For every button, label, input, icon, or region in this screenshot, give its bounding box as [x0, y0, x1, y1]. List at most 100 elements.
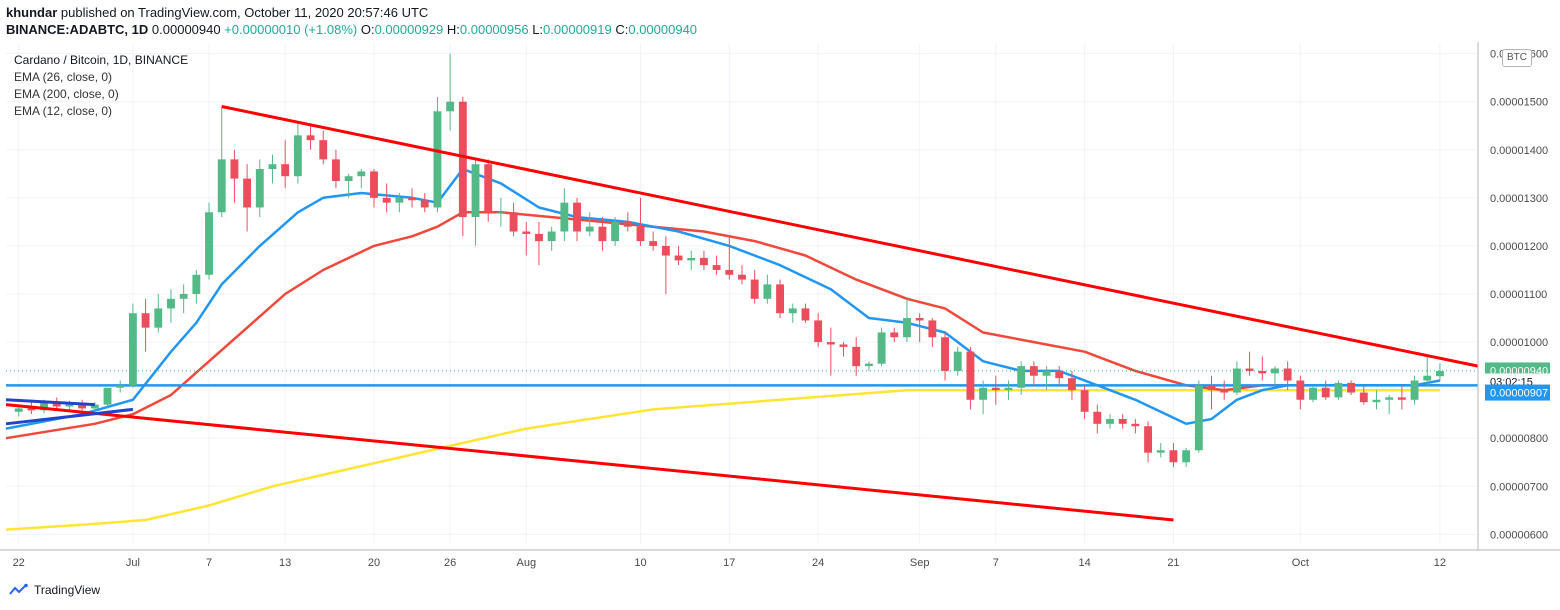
footer-brand[interactable]: TradingView — [8, 583, 100, 597]
candle-up — [1334, 382, 1343, 398]
candle-down — [636, 226, 645, 242]
publisher-name[interactable]: khundar — [6, 5, 58, 20]
candle-up — [14, 408, 23, 412]
brand-label: TradingView — [34, 583, 101, 597]
candle-up — [1004, 387, 1013, 391]
candle-down — [522, 231, 531, 234]
trend-line-wedge-top — [5, 398, 95, 407]
candle-down — [966, 351, 975, 400]
candle-down — [1321, 387, 1330, 398]
axes: 0.000006000.000007000.000008000.00000900… — [0, 42, 1560, 569]
candle-down — [738, 274, 746, 280]
candle-up — [979, 387, 988, 400]
y-tick-label: 0.00001200 — [1490, 241, 1548, 253]
candle-up — [1385, 397, 1394, 400]
candles — [14, 53, 1444, 468]
y-tick-label: 0.00000700 — [1490, 481, 1548, 493]
x-tick-label: Oct — [1292, 557, 1309, 569]
candle-up — [255, 169, 264, 208]
candle-up — [192, 274, 201, 294]
candle-up — [344, 176, 353, 182]
candle-up — [103, 387, 112, 405]
price-chart[interactable]: 0.000006000.000007000.000008000.00000900… — [0, 42, 1560, 582]
legend-ema26[interactable]: EMA (26, close, 0) — [14, 70, 113, 84]
close-label: C: — [615, 22, 629, 37]
candle-up — [1106, 419, 1114, 424]
candle-up — [1309, 387, 1317, 400]
candle-up — [877, 332, 886, 364]
candle-down — [1093, 411, 1102, 424]
candle-up — [179, 294, 188, 299]
legend-ema200[interactable]: EMA (200, close, 0) — [14, 87, 119, 101]
candle-down — [661, 245, 670, 256]
high-value: 0.00000956 — [459, 22, 529, 37]
currency-badge[interactable]: BTC — [1502, 49, 1532, 67]
candle-up — [585, 226, 594, 232]
candle-up — [560, 202, 569, 232]
candle-up — [763, 284, 772, 299]
candle-down — [1220, 390, 1229, 393]
candle-down — [408, 197, 417, 201]
candle-up — [116, 385, 125, 388]
candle-up — [1017, 366, 1026, 388]
candle-down — [598, 226, 607, 242]
candle-down — [699, 257, 708, 266]
x-tick-label: 10 — [634, 557, 646, 569]
tradingview-logo-icon — [9, 583, 28, 595]
candle-up — [128, 313, 137, 386]
y-tick-label: 0.00000600 — [1490, 529, 1548, 541]
candle-up — [1042, 370, 1051, 376]
x-tick-label: 17 — [723, 557, 735, 569]
candle-down — [1283, 368, 1292, 381]
candle-down — [623, 221, 632, 227]
candle-down — [331, 159, 340, 182]
publish-info: khundar published on TradingView.com, Oc… — [6, 5, 428, 20]
candle-up — [1410, 380, 1419, 400]
x-tick-label: 7 — [206, 557, 212, 569]
candle-down — [52, 402, 61, 407]
open-value: 0.00000929 — [374, 22, 444, 37]
candle-down — [1245, 368, 1254, 371]
candle-down — [243, 178, 252, 208]
candle-down — [941, 337, 949, 371]
trend-line-wedge-bottom — [5, 407, 134, 426]
candle-down — [712, 265, 721, 270]
candle-down — [573, 202, 581, 232]
grid-lines — [6, 44, 1478, 544]
candle-up — [357, 171, 366, 177]
candle-down — [1131, 423, 1140, 427]
candle-down — [674, 255, 683, 261]
x-tick-label: 14 — [1078, 557, 1090, 569]
x-tick-label: 26 — [444, 557, 456, 569]
close-value: 0.00000940 — [628, 22, 698, 37]
legend-ema12[interactable]: EMA (12, close, 0) — [14, 104, 113, 118]
candle-down — [1359, 392, 1368, 403]
candle-up — [903, 318, 911, 338]
candle-up — [1232, 368, 1241, 393]
candle-down — [928, 320, 937, 338]
candle-up — [90, 404, 99, 409]
candle-down — [1169, 450, 1178, 463]
candle-down — [509, 212, 518, 232]
candle-up — [1372, 399, 1381, 403]
candle-down — [382, 197, 391, 203]
candle-down — [1258, 370, 1267, 374]
ema200-line — [5, 388, 1440, 531]
candle-up — [496, 212, 505, 214]
candle-down — [1347, 382, 1356, 393]
y-tick-label: 0.00001500 — [1490, 97, 1548, 109]
candle-down — [319, 140, 328, 160]
candle-down — [1118, 419, 1127, 424]
candle-up — [395, 197, 404, 203]
candle-up — [167, 298, 175, 309]
last-price: 0.00000940 — [151, 22, 221, 37]
candle-up — [687, 257, 696, 261]
low-label: L: — [532, 22, 544, 37]
candle-down — [484, 164, 493, 213]
x-tick-label: 21 — [1167, 557, 1179, 569]
trend-lines[interactable] — [5, 105, 1479, 522]
candle-down — [306, 135, 315, 141]
ema12-line — [5, 167, 1441, 430]
candle-down — [801, 308, 810, 321]
high-label: H: — [446, 22, 460, 37]
